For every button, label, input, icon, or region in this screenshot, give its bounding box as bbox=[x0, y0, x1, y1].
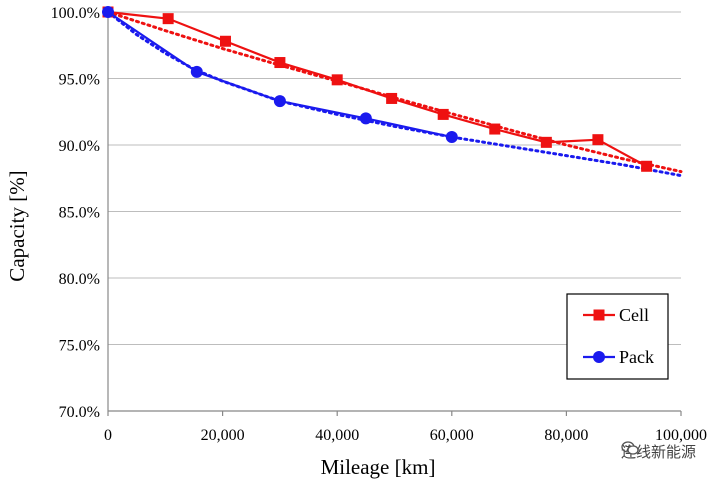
watermark: 连线新能源 bbox=[621, 441, 696, 462]
data-point-cell bbox=[540, 136, 552, 148]
axes bbox=[107, 12, 682, 416]
data-point-cell bbox=[386, 92, 398, 104]
series-line-cell bbox=[107, 10, 648, 168]
x-tick-label: 100,000 bbox=[655, 427, 707, 444]
y-tick-label: 70.0% bbox=[59, 404, 100, 421]
wechat-icon bbox=[621, 441, 639, 455]
x-tick-label: 60,000 bbox=[430, 427, 474, 444]
data-point-pack bbox=[190, 65, 203, 78]
legend-cell-marker bbox=[593, 309, 605, 321]
y-tick-label: 80.0% bbox=[59, 271, 100, 288]
data-point-cell bbox=[219, 35, 231, 47]
y-tick-label: 100.0% bbox=[51, 5, 100, 22]
x-tick-label: 20,000 bbox=[201, 427, 245, 444]
y-tick-label: 85.0% bbox=[59, 205, 100, 222]
trendline-cell bbox=[106, 10, 683, 174]
data-point-cell bbox=[437, 108, 449, 120]
tick-labels: 70.0% 75.0% 80.0% 85.0% 90.0% 95.0% 100.0% 0 20,… bbox=[51, 5, 707, 444]
x-tick-label: 0 bbox=[104, 427, 112, 444]
x-tick-label: 80,000 bbox=[544, 427, 588, 444]
data-point-cell bbox=[331, 74, 343, 86]
data-point-pack bbox=[445, 131, 458, 144]
data-point-cell bbox=[641, 160, 653, 172]
y-axis-label: Capacity [%] bbox=[5, 170, 29, 281]
data-point-cell bbox=[162, 13, 174, 25]
watermark-text: 连线新能源 bbox=[620, 443, 696, 461]
series-line-pack bbox=[107, 11, 453, 139]
y-tick-label: 90.0% bbox=[59, 138, 100, 155]
data-point-pack bbox=[273, 95, 286, 108]
x-axis-label: Mileage [km] bbox=[321, 455, 436, 479]
y-tick-label: 95.0% bbox=[59, 72, 100, 89]
legend-pack-label: Pack bbox=[619, 347, 654, 367]
grid bbox=[108, 11, 681, 412]
trendline-pack bbox=[106, 10, 683, 178]
data-point-cell bbox=[592, 134, 604, 146]
series bbox=[102, 6, 653, 172]
data-point-pack bbox=[359, 112, 372, 125]
data-point-cell bbox=[274, 57, 286, 69]
data-point-cell bbox=[489, 123, 501, 135]
legend-cell-label: Cell bbox=[619, 305, 649, 325]
legend: Cell Pack bbox=[566, 293, 669, 380]
x-tick-label: 40,000 bbox=[315, 427, 359, 444]
data-point-pack bbox=[102, 6, 114, 18]
legend-pack-marker bbox=[593, 351, 605, 363]
legend-box bbox=[566, 293, 669, 380]
y-tick-label: 75.0% bbox=[59, 338, 100, 355]
